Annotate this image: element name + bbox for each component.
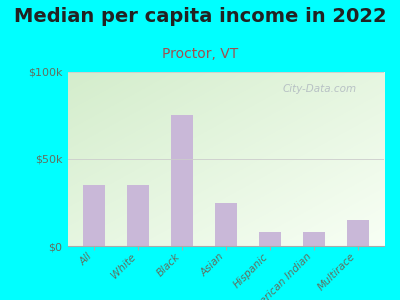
Text: Median per capita income in 2022: Median per capita income in 2022 (14, 8, 386, 26)
Text: Proctor, VT: Proctor, VT (162, 46, 238, 61)
Bar (127, 185, 149, 246)
Bar (83, 185, 105, 246)
Bar (259, 232, 281, 246)
Text: City-Data.com: City-Data.com (283, 84, 357, 94)
Bar (347, 220, 369, 246)
Bar (303, 232, 325, 246)
Bar (215, 202, 237, 246)
Bar (171, 116, 193, 246)
